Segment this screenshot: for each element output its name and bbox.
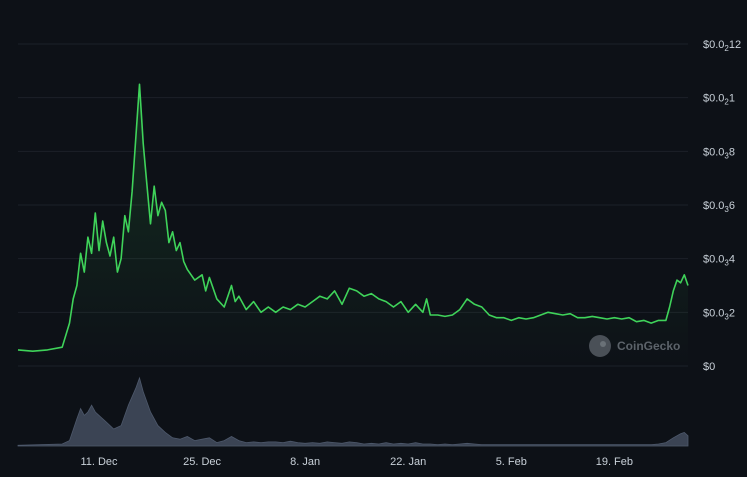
coingecko-watermark: CoinGecko <box>589 335 680 357</box>
coingecko-logo-icon <box>589 335 611 357</box>
price-line-layer[interactable] <box>17 83 689 352</box>
coingecko-logo-eye <box>600 341 606 347</box>
volume-area <box>17 376 689 447</box>
price-series-line[interactable] <box>17 83 689 352</box>
volume-series <box>17 376 689 447</box>
x-tick-label: 5. Feb <box>496 456 527 468</box>
price-area <box>18 84 688 367</box>
y-tick-label: $0.038 <box>703 146 735 160</box>
y-tick-label: $0.021 <box>703 93 735 107</box>
x-tick-label: 11. Dec <box>80 456 118 468</box>
y-tick-label: $0.032 <box>703 307 735 321</box>
price-area-fill <box>18 84 688 367</box>
x-tick-label: 25. Dec <box>183 456 221 468</box>
x-axis-ticks: 11. Dec 25. Dec 8. Jan 22. Jan 5. Feb 19. Feb <box>80 456 633 468</box>
y-tick-label: $0 <box>703 361 715 373</box>
y-axis-ticks: $0 $0.032 $0.034 $0.036 $0.038 $0.021 $0.0212 <box>703 39 741 373</box>
x-tick-label: 22. Jan <box>390 456 426 468</box>
grid-lines <box>18 43 688 447</box>
x-tick-label: 8. Jan <box>290 456 320 468</box>
y-tick-label: $0.0212 <box>703 39 741 53</box>
x-tick-label: 19. Feb <box>596 456 633 468</box>
y-tick-label: $0.034 <box>703 254 735 268</box>
watermark-text: CoinGecko <box>617 339 680 353</box>
y-tick-label: $0.036 <box>703 200 735 214</box>
